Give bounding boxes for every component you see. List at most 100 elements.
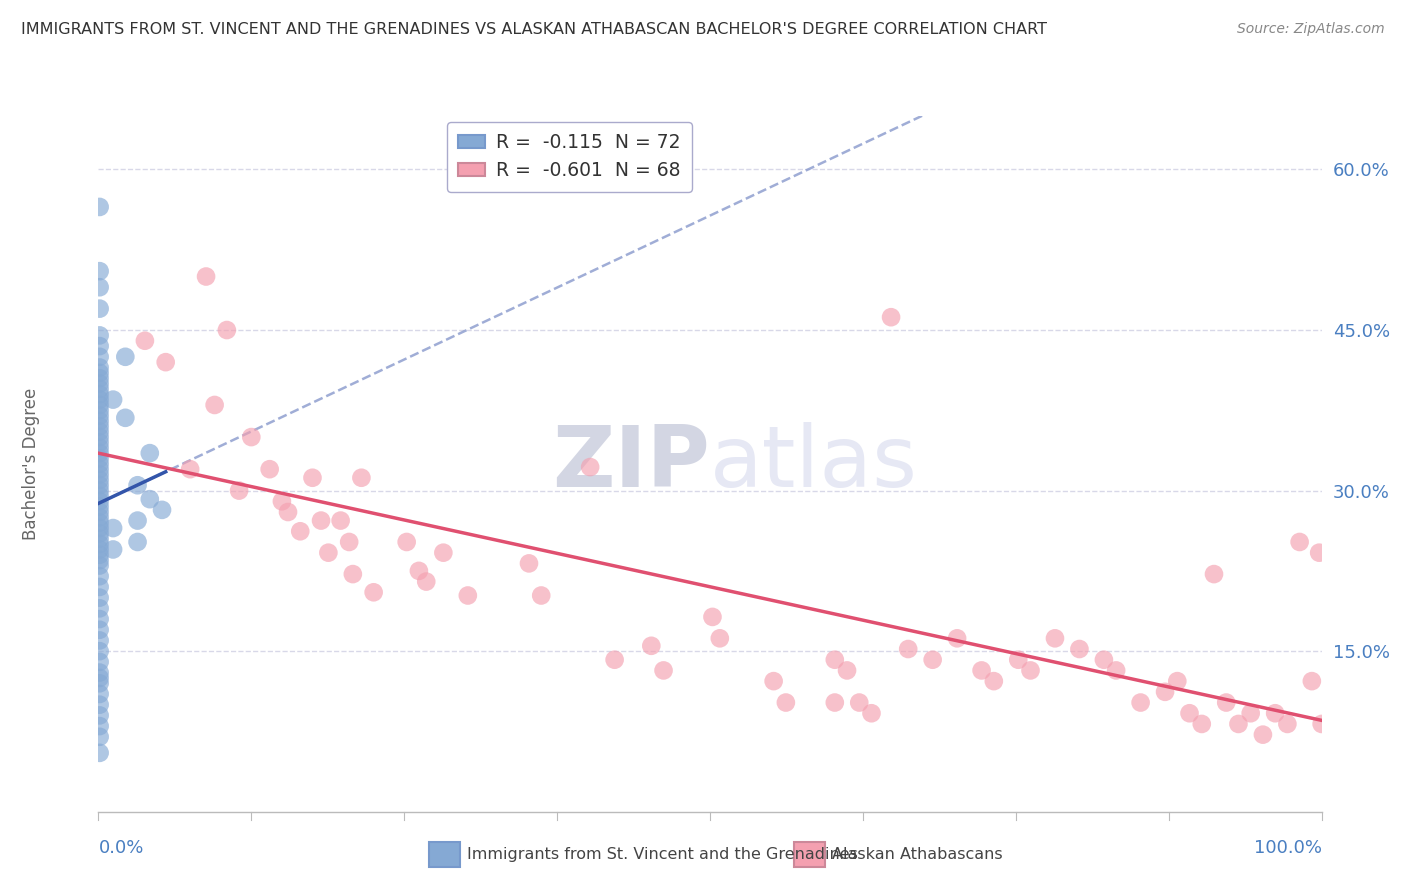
Point	[89, 542, 111, 557]
Point	[603, 653, 626, 667]
Point	[127, 535, 149, 549]
Point	[337, 535, 360, 549]
Point	[179, 462, 201, 476]
Point	[89, 510, 111, 524]
Point	[457, 589, 479, 603]
Point	[89, 371, 111, 385]
Point	[195, 269, 218, 284]
Point	[89, 398, 111, 412]
Point	[860, 706, 883, 721]
Point	[270, 494, 294, 508]
Point	[89, 403, 111, 417]
Point	[89, 580, 111, 594]
Point	[89, 483, 111, 498]
Point	[89, 387, 111, 401]
Point	[89, 516, 111, 530]
Point	[350, 471, 373, 485]
Point	[89, 558, 111, 573]
Point	[1178, 706, 1201, 721]
Point	[1251, 728, 1274, 742]
Point	[89, 665, 111, 680]
Point	[215, 323, 238, 337]
Point	[89, 360, 111, 375]
Point	[1043, 632, 1066, 646]
Point	[1310, 717, 1333, 731]
Point	[89, 339, 111, 353]
Point	[89, 532, 111, 546]
Point	[702, 610, 724, 624]
Point	[1301, 674, 1323, 689]
Point	[775, 696, 797, 710]
Point	[89, 500, 111, 514]
Point	[101, 542, 124, 557]
Point	[89, 730, 111, 744]
Point	[89, 467, 111, 482]
Point	[89, 478, 111, 492]
Point	[89, 612, 111, 626]
Text: atlas: atlas	[710, 422, 918, 506]
Text: Immigrants from St. Vincent and the Grenadines: Immigrants from St. Vincent and the Gren…	[467, 847, 858, 862]
Point	[89, 473, 111, 487]
Point	[89, 719, 111, 733]
Point	[89, 553, 111, 567]
Point	[89, 264, 111, 278]
Point	[155, 355, 177, 369]
Point	[89, 537, 111, 551]
Point	[329, 514, 352, 528]
Point	[89, 409, 111, 423]
Point	[652, 664, 675, 678]
Point	[89, 376, 111, 391]
Point	[1154, 685, 1177, 699]
Point	[824, 653, 846, 667]
Point	[1166, 674, 1188, 689]
Point	[228, 483, 250, 498]
Text: Source: ZipAtlas.com: Source: ZipAtlas.com	[1237, 22, 1385, 37]
Point	[89, 623, 111, 637]
Point	[1308, 546, 1330, 560]
Point	[89, 301, 111, 316]
Point	[259, 462, 281, 476]
Point	[970, 664, 993, 678]
Text: ZIP: ZIP	[553, 422, 710, 506]
Point	[318, 546, 340, 560]
Point	[89, 494, 111, 508]
Point	[89, 430, 111, 444]
Point	[204, 398, 226, 412]
Point	[301, 471, 323, 485]
Point	[1277, 717, 1299, 731]
Point	[89, 601, 111, 615]
Point	[89, 446, 111, 460]
Point	[89, 676, 111, 690]
Point	[1191, 717, 1213, 731]
Point	[89, 328, 111, 343]
Point	[89, 419, 111, 434]
Point	[89, 382, 111, 396]
Point	[134, 334, 156, 348]
Point	[101, 392, 124, 407]
Point	[89, 548, 111, 562]
Point	[240, 430, 263, 444]
Point	[848, 696, 870, 710]
Point	[897, 642, 920, 657]
Point	[89, 644, 111, 658]
Point	[89, 591, 111, 605]
Point	[127, 514, 149, 528]
Point	[89, 505, 111, 519]
Legend: R =  -0.115  N = 72, R =  -0.601  N = 68: R = -0.115 N = 72, R = -0.601 N = 68	[447, 122, 692, 192]
Point	[1288, 535, 1310, 549]
Point	[89, 746, 111, 760]
Point	[432, 546, 454, 560]
Point	[835, 664, 858, 678]
Point	[640, 639, 662, 653]
Point	[89, 633, 111, 648]
Point	[89, 687, 111, 701]
Point	[89, 350, 111, 364]
Point	[89, 200, 111, 214]
Point	[1240, 706, 1263, 721]
Point	[127, 478, 149, 492]
Point	[415, 574, 437, 589]
Point	[89, 392, 111, 407]
Point	[89, 462, 111, 476]
Point	[89, 708, 111, 723]
Point	[1227, 717, 1250, 731]
